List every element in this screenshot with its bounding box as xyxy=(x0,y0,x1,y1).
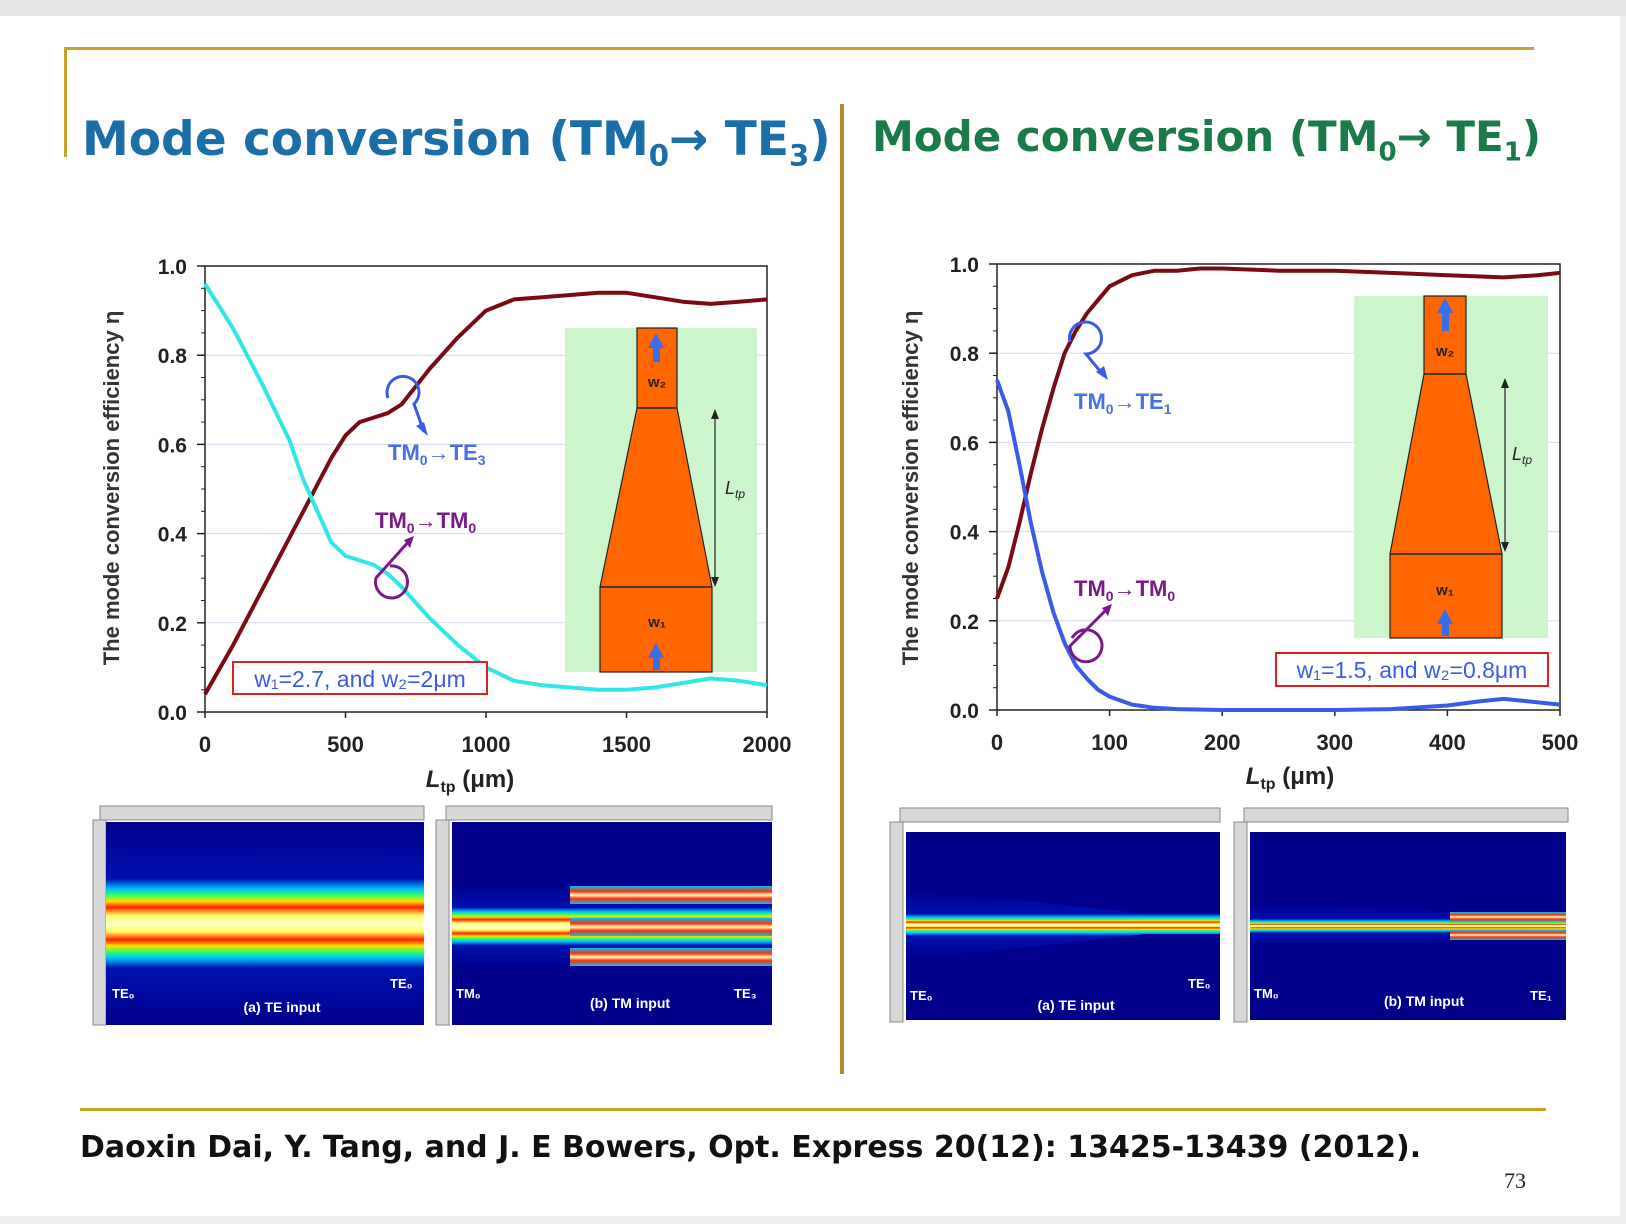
y-tick-label: 1.0 xyxy=(950,254,979,277)
parameter-box xyxy=(232,661,488,695)
y-tick-label: 0.0 xyxy=(158,702,187,725)
output-mode-label: TE₁ xyxy=(1530,988,1552,1003)
citation: Daoxin Dai, Y. Tang, and J. E Bowers, Op… xyxy=(80,1130,1422,1165)
x-tick-label: 400 xyxy=(1429,730,1466,755)
window-right-edge xyxy=(1620,16,1626,1224)
right-title: Mode conversion (TM0→ TE1) xyxy=(872,112,1542,168)
up-arrow-icon xyxy=(648,333,664,348)
tick-labels: 0.0 0.2 0.4 0.6 0.8 1.0 0 500 1000 1500 2000 xyxy=(158,256,792,757)
series-label-te1: TM0→TE1 xyxy=(1074,389,1172,417)
y-tick-label: 0.0 xyxy=(950,700,979,723)
parameter-text: w₁=1.5, and w₂=0.8μm xyxy=(1296,657,1528,683)
x-tick-label: 200 xyxy=(1204,730,1241,755)
y-tick-label: 0.4 xyxy=(950,522,980,545)
x-tick-label: 500 xyxy=(327,732,364,757)
left-chart: 0.0 0.2 0.4 0.6 0.8 1.0 0 500 1000 1500 2000 The m… xyxy=(99,256,792,796)
page-number: 73 xyxy=(1504,1168,1526,1193)
taper-inset: w₂ w₁ Ltp xyxy=(565,327,757,673)
input-mode-label: TE₀ xyxy=(112,986,135,1001)
series-line xyxy=(995,266,1561,600)
ltp-label: Ltp xyxy=(725,478,745,501)
ltp-label: Ltp xyxy=(1512,444,1532,467)
x-tick-label: 300 xyxy=(1316,730,1353,755)
series-line xyxy=(995,379,1561,712)
x-axis-label: Ltp (μm) xyxy=(426,766,514,796)
taper-shape xyxy=(1389,295,1503,639)
series-label-tm0: TM0→TM0 xyxy=(1074,576,1175,604)
parameter-box xyxy=(1275,652,1549,687)
x-tick-label: 500 xyxy=(1542,730,1579,755)
output-mode-label: TE₀ xyxy=(1188,976,1211,991)
y-axis-label: The mode conversion efficiency η xyxy=(898,311,923,666)
series-lines xyxy=(995,266,1561,712)
curl-arrow-icon xyxy=(374,538,412,600)
top-left-bracket xyxy=(64,47,67,157)
y-tick-label: 0.8 xyxy=(950,343,980,366)
x-tick-label: 100 xyxy=(1091,730,1128,755)
output-mode-label: TE₀ xyxy=(390,976,413,991)
field-panels: TE₀ TE₀ (a) TE input TM₀ TE₃ (b) TM inpu… xyxy=(92,805,1569,1026)
panel-caption: (b) TM input xyxy=(590,995,670,1011)
up-arrow-icon xyxy=(1437,609,1453,624)
x-tick-label: 1500 xyxy=(602,732,651,757)
panel-caption: (a) TE input xyxy=(1038,997,1115,1013)
x-tick-label: 0 xyxy=(199,732,211,757)
tick-labels: 0.0 0.2 0.4 0.6 0.8 1.0 0 100 200 300 400 500 xyxy=(950,254,1579,755)
x-axis-label: Ltp (μm) xyxy=(1246,763,1334,793)
up-arrow-icon xyxy=(648,643,664,658)
input-mode-label: TM₀ xyxy=(1254,986,1279,1001)
y-axis-label: The mode conversion efficiency η xyxy=(99,311,124,666)
series-line xyxy=(203,282,768,692)
window-bottom-edge xyxy=(0,1216,1626,1224)
left-title: Mode conversion (TM0→ TE3) xyxy=(82,112,831,173)
curl-arrow-icon xyxy=(1068,320,1106,377)
center-divider xyxy=(840,104,844,1074)
series-label-te3: TM0→TE3 xyxy=(388,440,486,468)
y-tick-label: 0.2 xyxy=(158,613,187,636)
field-panel-tm-input-right: TM₀ TE₁ (b) TM input xyxy=(1233,807,1569,1023)
w1-label: w₁ xyxy=(1435,582,1454,599)
series-lines xyxy=(203,282,768,696)
input-mode-label: TE₀ xyxy=(910,988,933,1003)
up-arrow-icon xyxy=(1437,298,1453,313)
y-tick-label: 0.6 xyxy=(950,432,979,455)
y-tick-label: 0.4 xyxy=(158,524,188,547)
curl-arrow-icon xyxy=(1068,606,1110,664)
panel-caption: (b) TM input xyxy=(1384,993,1464,1009)
output-mode-label: TE₃ xyxy=(734,986,757,1001)
curl-arrow-icon xyxy=(385,374,426,433)
top-rule xyxy=(64,47,1534,50)
bottom-rule xyxy=(80,1108,1546,1111)
x-tick-label: 1000 xyxy=(462,732,511,757)
parameter-text: w₁=2.7, and w₂=2μm xyxy=(253,666,466,692)
series-label-tm0: TM0→TM0 xyxy=(375,508,476,536)
field-panel-te-input-right: TE₀ TE₀ (a) TE input xyxy=(889,807,1221,1023)
taper-inset: w₂ w₁ Ltp xyxy=(1354,295,1548,639)
x-tick-label: 0 xyxy=(991,730,1003,755)
y-tick-label: 0.6 xyxy=(158,434,187,457)
w1-label: w₁ xyxy=(647,614,666,631)
w2-label: w₂ xyxy=(647,374,666,391)
y-tick-label: 0.2 xyxy=(950,611,979,634)
field-panel-tm-input-left: TM₀ TE₃ (b) TM input xyxy=(435,805,773,1026)
y-tick-label: 1.0 xyxy=(158,256,187,279)
window-top-bar xyxy=(0,0,1626,16)
w2-label: w₂ xyxy=(1435,343,1454,360)
series-line xyxy=(203,290,768,696)
right-chart: 0.0 0.2 0.4 0.6 0.8 1.0 0 100 200 300 400 500 The m… xyxy=(898,254,1579,793)
input-mode-label: TM₀ xyxy=(456,986,481,1001)
x-tick-label: 2000 xyxy=(743,732,792,757)
field-panel-te-input-left: TE₀ TE₀ (a) TE input xyxy=(92,805,425,1026)
taper-shape xyxy=(599,327,713,673)
panel-caption: (a) TE input xyxy=(244,999,321,1015)
y-tick-label: 0.8 xyxy=(158,345,188,368)
